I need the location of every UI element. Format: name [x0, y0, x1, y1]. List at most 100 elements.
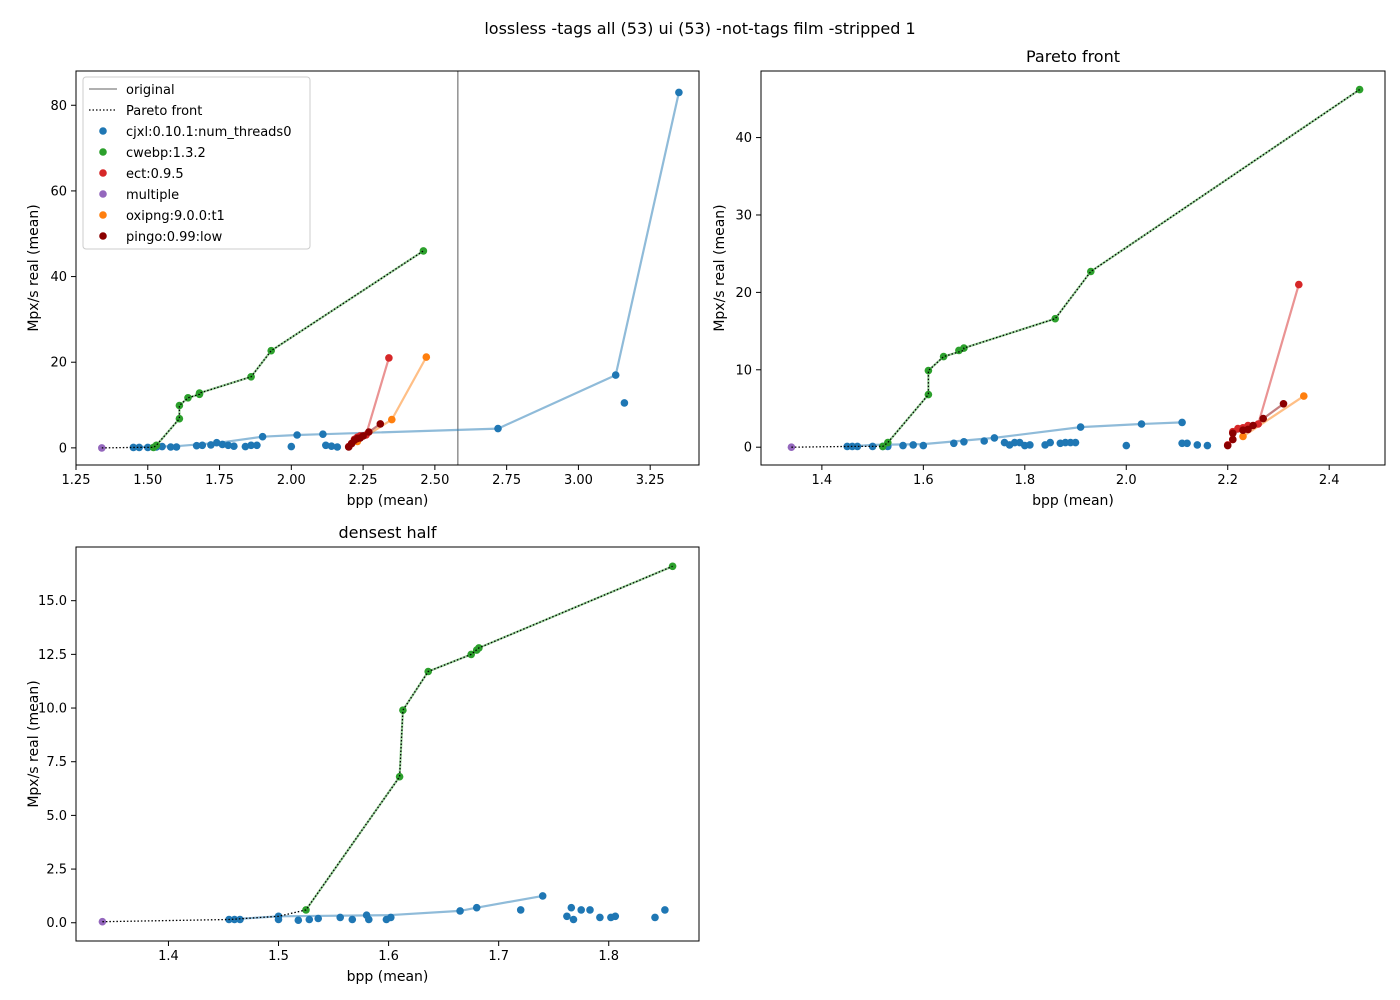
point-cjxl-0-10-1-num-threads0 [586, 906, 594, 914]
point-cjxl-0-10-1-num-threads0 [319, 430, 327, 439]
x-tick-label: 2.75 [492, 473, 521, 488]
point-cjxl-0-10-1-num-threads0 [172, 443, 181, 451]
point-pingo-0-99-low [365, 428, 373, 436]
point-pingo-0-99-low [1229, 435, 1237, 444]
x-tick-label: 1.6 [378, 949, 399, 964]
point-pingo-0-99-low [1229, 429, 1237, 438]
point-cjxl-0-10-1-num-threads0 [218, 440, 227, 449]
point-cjxl-0-10-1-num-threads0 [675, 88, 683, 97]
legend-original-label: original [126, 83, 175, 98]
legend-swatch-multiple [99, 190, 107, 198]
point-cwebp-1-3-2 [924, 366, 933, 375]
y-tick-label: 12.5 [38, 648, 67, 663]
plot-area [787, 85, 1364, 452]
x-tick-label: 2.2 [1217, 473, 1238, 488]
point-cjxl-0-10-1-num-threads0 [135, 443, 143, 452]
point-cwebp-1-3-2 [184, 394, 192, 402]
point-cwebp-1-3-2 [399, 706, 407, 714]
point-cjxl-0-10-1-num-threads0 [1026, 441, 1034, 449]
figure-title: lossless -tags all (53) ui (53) -not-tag… [484, 19, 915, 38]
point-cjxl-0-10-1-num-threads0 [563, 912, 571, 921]
plot-area [98, 71, 683, 465]
point-cjxl-0-10-1-num-threads0 [241, 442, 250, 451]
legend-box [82, 76, 311, 250]
point-cwebp-1-3-2 [939, 352, 948, 361]
point-cjxl-0-10-1-num-threads0 [1193, 441, 1202, 449]
point-cjxl-0-10-1-num-threads0 [538, 892, 547, 900]
point-cjxl-0-10-1-num-threads0 [472, 903, 481, 912]
series-line-cjxl-0-10-1-num-threads0 [228, 894, 543, 921]
point-oxipng-9-0-0-t1 [1239, 432, 1247, 441]
series-line-cwebp-1-3-2 [305, 565, 674, 911]
point-cjxl-0-10-1-num-threads0 [899, 441, 907, 450]
point-cwebp-1-3-2 [267, 346, 276, 355]
x-axis-label: bpp (mean) [347, 493, 429, 509]
point-cjxl-0-10-1-num-threads0 [516, 906, 525, 914]
chart-panel-all: 1.25 1.50 1.75 2.00 2.25 2.50 2.75 3.00 3.25 0 20 4… [26, 70, 700, 509]
point-cjxl-0-10-1-num-threads0 [230, 442, 238, 451]
point-cwebp-1-3-2 [395, 772, 404, 781]
point-cwebp-1-3-2 [1087, 267, 1095, 276]
x-tick-label: 1.75 [205, 473, 234, 488]
point-cwebp-1-3-2 [175, 401, 184, 410]
x-tick-label: 2.00 [277, 473, 306, 488]
point-cjxl-0-10-1-num-threads0 [651, 913, 659, 922]
point-cjxl-0-10-1-num-threads0 [1071, 438, 1080, 447]
y-tick-label: 20 [50, 356, 67, 371]
x-tick-label: 1.25 [62, 473, 91, 488]
point-cwebp-1-3-2 [924, 390, 933, 399]
x-tick-label: 1.50 [133, 473, 162, 488]
point-cjxl-0-10-1-num-threads0 [212, 438, 221, 447]
point-cjxl-0-10-1-num-threads0 [327, 442, 336, 451]
y-tick-label: 60 [50, 184, 67, 199]
x-axis-label: bpp (mean) [347, 969, 429, 985]
point-cwebp-1-3-2 [175, 414, 184, 423]
point-cjxl-0-10-1-num-threads0 [596, 913, 604, 922]
legend: original Pareto front cjxl:0.10.1:num_thre… [82, 76, 311, 250]
point-cjxl-0-10-1-num-threads0 [1122, 441, 1131, 450]
legend-label-oxipng-9-0-0-t1: oxipng:9.0.0:t1 [126, 209, 225, 224]
pareto-front-line [102, 565, 673, 923]
point-cjxl-0-10-1-num-threads0 [387, 913, 395, 922]
point-ect-0-9-5 [385, 354, 393, 362]
point-cjxl-0-10-1-num-threads0 [661, 906, 669, 914]
point-cjxl-0-10-1-num-threads0 [960, 438, 968, 446]
pareto-front-line [791, 89, 1360, 448]
point-cjxl-0-10-1-num-threads0 [336, 913, 345, 922]
point-cjxl-0-10-1-num-threads0 [314, 914, 323, 923]
point-cjxl-0-10-1-num-threads0 [192, 441, 201, 450]
legend-swatch-cjxl-0-10-1-num-threads0 [99, 127, 107, 135]
point-cjxl-0-10-1-num-threads0 [1137, 420, 1146, 428]
y-tick-label: 7.5 [46, 755, 67, 770]
axes-frame [75, 70, 700, 466]
point-cjxl-0-10-1-num-threads0 [253, 441, 261, 450]
point-cjxl-0-10-1-num-threads0 [620, 399, 629, 407]
plot-area [98, 562, 677, 926]
legend-label-pingo-0-99-low: pingo:0.99:low [126, 230, 223, 245]
point-pingo-0-99-low [359, 432, 367, 440]
y-tick-label: 5.0 [46, 809, 67, 824]
legend-label-ect-0-9-5: ect:0.9.5 [126, 167, 184, 182]
axes-frame [75, 546, 700, 942]
legend-swatch-oxipng-9-0-0-t1 [99, 211, 107, 219]
point-cwebp-1-3-2 [884, 438, 892, 447]
point-cjxl-0-10-1-num-threads0 [333, 443, 342, 451]
point-cjxl-0-10-1-num-threads0 [198, 441, 207, 450]
y-tick-label: 40 [50, 270, 67, 285]
chart-panel-pareto-front: Pareto front 1.4 1.6 1.8 2.0 2.2 2.4 0 10 20 30 40 b… [712, 47, 1386, 509]
y-tick-label: 0 [744, 441, 752, 456]
y-tick-label: 30 [735, 208, 752, 223]
point-cjxl-0-10-1-num-threads0 [224, 441, 232, 450]
point-pingo-0-99-low [1223, 441, 1232, 450]
y-tick-label: 10 [735, 363, 752, 378]
axes-frame [760, 70, 1386, 466]
y-tick-label: 10.0 [38, 702, 67, 717]
legend-label-cjxl-0-10-1-num-threads0: cjxl:0.10.1:num_threads0 [126, 125, 291, 140]
y-tick-label: 20 [735, 286, 752, 301]
point-cjxl-0-10-1-num-threads0 [990, 434, 999, 442]
x-tick-label: 2.50 [420, 473, 449, 488]
point-cjxl-0-10-1-num-threads0 [569, 915, 578, 924]
point-cwebp-1-3-2 [1051, 314, 1059, 323]
x-axis-label: bpp (mean) [1032, 493, 1114, 509]
point-cjxl-0-10-1-num-threads0 [348, 915, 357, 924]
